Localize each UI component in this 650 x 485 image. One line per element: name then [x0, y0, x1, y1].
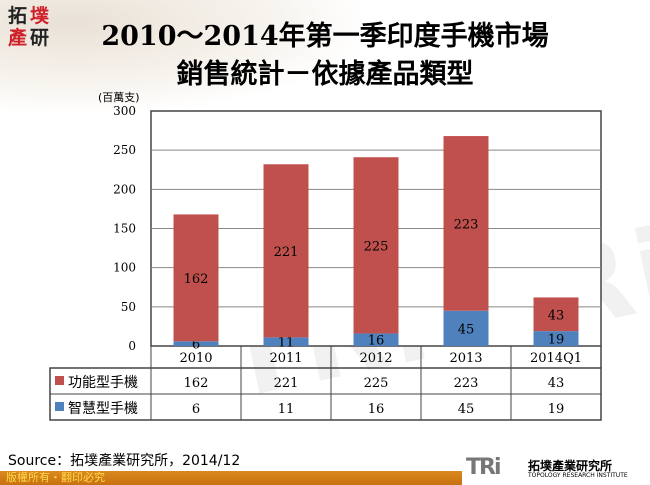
footer-bar: 版權所有・翻印必究 [0, 471, 462, 485]
brand-mark: TRi [466, 455, 501, 480]
y-tick-label: 50 [121, 300, 136, 314]
legend-label: 功能型手機 [68, 375, 138, 391]
bar-feature [263, 164, 309, 338]
data-label: 11 [278, 336, 295, 351]
data-label: 6 [192, 338, 200, 353]
legend-swatch [55, 402, 64, 411]
data-label: 221 [274, 245, 299, 260]
logo-char: 研 [30, 27, 50, 49]
title-line-2: 銷售統計－依據產品類型 [176, 59, 474, 90]
logo-char: 產 [8, 27, 28, 49]
table-cell: 221 [274, 376, 299, 391]
bar-smart [263, 337, 309, 346]
legend-label: 智慧型手機 [68, 401, 138, 417]
x-tick-label: 2010 [179, 351, 212, 366]
table-cell: 225 [364, 376, 389, 391]
logo: 拓 墣 產 研 [8, 5, 50, 51]
table-cell: 16 [368, 402, 385, 417]
logo-char: 拓 [8, 5, 28, 27]
y-tick-label: 150 [113, 222, 136, 236]
table-cell: 6 [192, 402, 200, 417]
y-axis-unit: (百萬支) [98, 91, 140, 104]
data-label: 45 [458, 322, 475, 337]
y-tick-label: 250 [113, 143, 136, 157]
y-tick-label: 0 [128, 339, 136, 353]
data-label: 223 [454, 217, 479, 232]
bar-smart [443, 310, 489, 346]
data-label: 43 [548, 308, 565, 323]
bar-feature [533, 297, 579, 332]
source-note: Source：拓墣產業研究所，2014/12 [8, 453, 241, 469]
x-tick-label: 2014Q1 [530, 351, 582, 366]
x-tick-label: 2012 [359, 351, 392, 366]
background-map [0, 0, 360, 110]
legend-swatch [55, 376, 64, 385]
y-tick-label: 100 [113, 261, 136, 275]
bar-feature [353, 157, 399, 334]
title-line-1: 2010～2014年第一季印度手機市場 [101, 21, 549, 52]
y-tick-label: 300 [113, 104, 136, 118]
table-cell: 45 [458, 402, 475, 417]
table-cell: 223 [454, 376, 479, 391]
logo-char: 墣 [30, 5, 50, 27]
bar-smart [353, 333, 399, 346]
table-cell: 162 [184, 376, 209, 391]
data-label: 225 [364, 239, 389, 254]
data-label: 19 [548, 333, 565, 348]
bar-smart [173, 341, 219, 346]
x-tick-label: 2011 [269, 351, 302, 366]
y-tick-label: 200 [113, 182, 136, 196]
data-label: 16 [368, 334, 385, 349]
x-tick-label: 2013 [449, 351, 482, 366]
brand-name-en: TOPOLOGY RESEARCH INSTITUTE [528, 472, 628, 479]
copyright: 版權所有・翻印必究 [6, 471, 105, 484]
brand-name-cn: 拓墣產業研究所 [528, 459, 613, 473]
bar-smart [533, 331, 579, 346]
bar-feature [173, 214, 219, 342]
table-cell: 11 [278, 402, 295, 417]
brand-logo: TRi 拓墣產業研究所 TOPOLOGY RESEARCH INSTITUTE [466, 455, 650, 485]
table-cell: 43 [548, 376, 565, 391]
bar-feature [443, 136, 489, 311]
data-label: 162 [184, 272, 209, 287]
table-cell: 19 [548, 402, 565, 417]
